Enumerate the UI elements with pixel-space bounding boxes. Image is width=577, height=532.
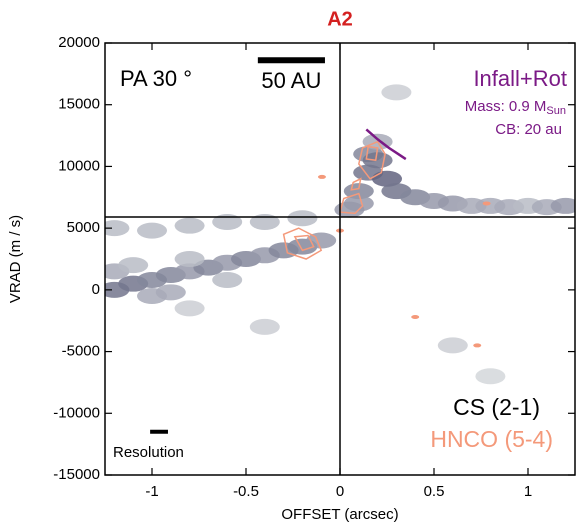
x-tick-label: 1 — [524, 483, 532, 500]
position-angle: PA 30 ° — [120, 66, 192, 91]
cs-emission — [155, 284, 186, 301]
cs-emission — [372, 170, 402, 187]
legend-hnco: HNCO (5-4) — [430, 426, 553, 452]
cs-emission — [381, 84, 412, 101]
model-curve — [365, 128, 407, 161]
y-tick-label: 5000 — [67, 219, 100, 236]
hnco-contour — [293, 234, 315, 252]
cs-emission — [287, 210, 318, 227]
cs-emission — [118, 257, 149, 274]
y-tick-label: -5000 — [62, 343, 100, 360]
cs-emission — [550, 197, 575, 214]
x-tick-label: 0 — [336, 483, 344, 500]
legend-cs: CS (2-1) — [453, 394, 540, 420]
cs-emission — [249, 213, 280, 230]
hnco-contour — [282, 227, 323, 260]
cs-emission — [475, 368, 506, 385]
cs-emission — [437, 337, 468, 354]
hnco-spot — [411, 315, 420, 320]
y-axis-label: VRAD (m / s) — [7, 215, 24, 303]
cs-emission — [174, 300, 205, 317]
mass-subscript: Sun — [546, 105, 566, 117]
scale-bar-label: 50 AU — [261, 68, 321, 93]
hnco-contour — [357, 140, 386, 180]
cs-emission — [137, 222, 167, 239]
y-tick-label: 15000 — [58, 96, 100, 113]
hnco-spot — [482, 201, 491, 206]
cs-emission — [249, 318, 280, 335]
hnco-spot — [473, 343, 482, 348]
cs-emission — [105, 220, 130, 237]
cb-label: CB: 20 au — [495, 121, 562, 138]
mass-text: Mass: 0.9 M — [465, 98, 547, 115]
y-tick-label: 0 — [92, 281, 100, 298]
cs-emission — [343, 195, 374, 212]
hnco-spot — [317, 174, 326, 179]
resolution-label: Resolution — [113, 444, 184, 461]
cs-emission — [174, 251, 205, 267]
x-axis-label: OFFSET (arcsec) — [281, 506, 398, 523]
chart-title: A2 — [327, 8, 353, 30]
x-tick-label: 0.5 — [424, 483, 445, 500]
y-tick-label: 20000 — [58, 34, 100, 51]
y-tick-label: -15000 — [53, 466, 100, 483]
mass-label: Mass: 0.9 MSun — [465, 98, 566, 117]
hnco-contour — [350, 177, 362, 191]
y-tick-label: -10000 — [53, 404, 100, 421]
hnco-contour — [365, 145, 379, 162]
cs-emission — [212, 213, 243, 230]
x-tick-label: -1 — [145, 483, 158, 500]
plot-area — [105, 84, 575, 385]
y-tick-label: 10000 — [58, 157, 100, 174]
cs-emission — [174, 217, 205, 234]
cs-emission — [212, 271, 243, 288]
x-tick-label: -0.5 — [233, 483, 259, 500]
model-label: Infall+Rot — [473, 66, 567, 91]
